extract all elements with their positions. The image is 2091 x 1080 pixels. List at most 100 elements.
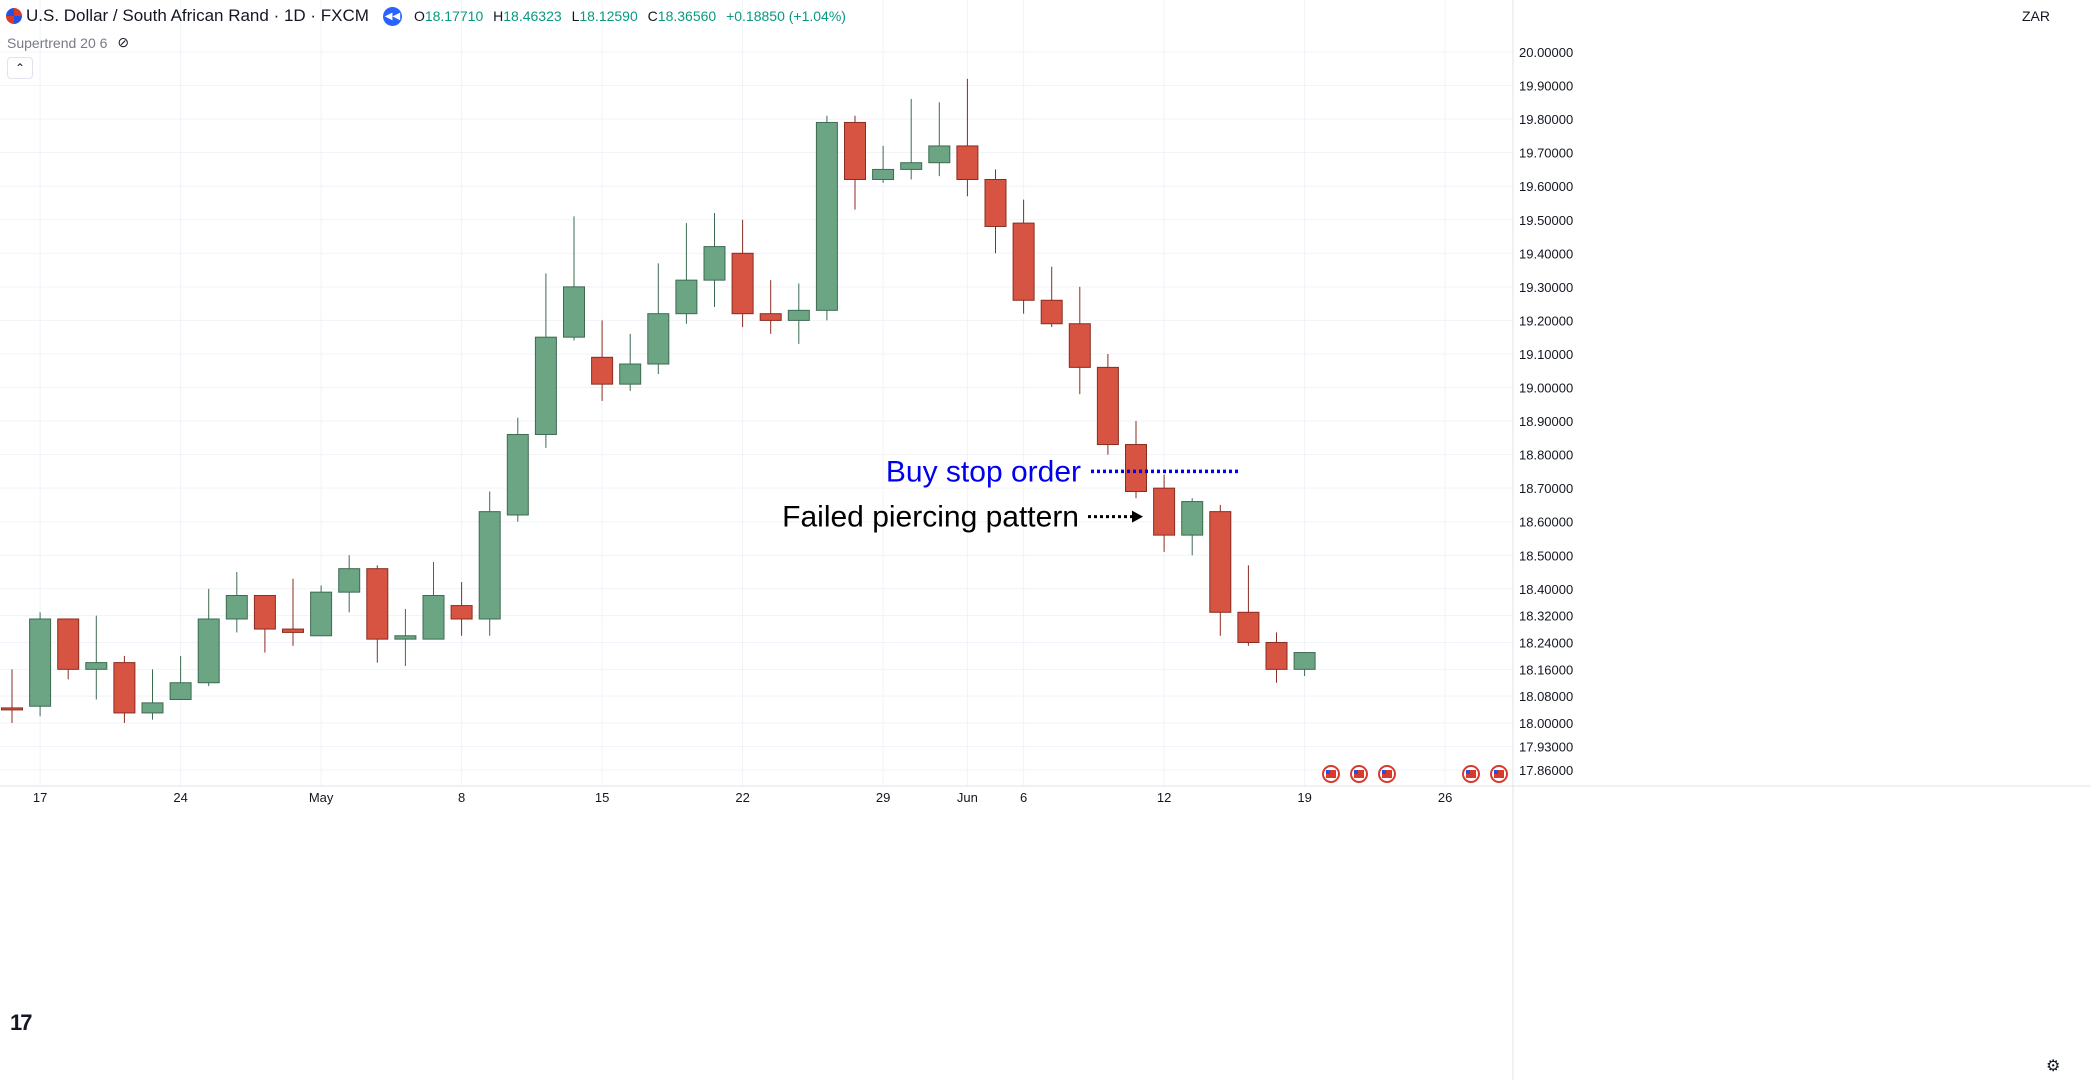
high-value: 18.46323	[503, 8, 562, 24]
candle[interactable]	[619, 333, 642, 391]
candle-body	[1153, 487, 1176, 536]
candle[interactable]	[844, 115, 866, 210]
candles	[1, 78, 1316, 723]
candle[interactable]	[29, 612, 52, 717]
candle[interactable]	[563, 216, 585, 341]
candle[interactable]	[113, 655, 136, 723]
ohlc-values: O18.17710 H18.46323 L18.12590 C18.36560 …	[413, 8, 846, 24]
us-flag-event-icon[interactable]	[1462, 765, 1480, 783]
candle[interactable]	[1265, 632, 1288, 683]
candle[interactable]	[787, 283, 810, 344]
candle[interactable]	[1, 669, 23, 723]
candle-body	[282, 628, 304, 633]
candle[interactable]	[703, 213, 726, 307]
candle[interactable]	[1181, 498, 1204, 556]
y-tick-label: 19.40000	[1519, 246, 1573, 261]
event-marker-flag	[1382, 770, 1392, 778]
arrow-head	[1132, 510, 1143, 523]
candle[interactable]	[394, 608, 417, 666]
candle[interactable]	[310, 585, 333, 637]
candle-body	[310, 591, 333, 637]
candle-body	[675, 279, 698, 315]
buy-stop-label: Buy stop order	[886, 455, 1081, 488]
candle[interactable]	[1040, 266, 1063, 328]
candle[interactable]	[478, 491, 501, 636]
candle[interactable]	[1012, 199, 1035, 314]
candle-body	[253, 595, 276, 630]
candle[interactable]	[675, 223, 698, 324]
x-tick-label: 17	[33, 790, 47, 805]
replay-icon[interactable]: ◀◀	[382, 6, 402, 26]
candle[interactable]	[1125, 421, 1147, 499]
candle-body	[506, 433, 529, 516]
candle[interactable]	[57, 618, 80, 680]
candle[interactable]	[1293, 652, 1316, 677]
y-tick-label: 18.32000	[1519, 609, 1573, 624]
candle-body	[815, 121, 838, 311]
candle[interactable]	[1209, 504, 1232, 636]
candle[interactable]	[928, 102, 951, 177]
candle[interactable]	[366, 565, 389, 663]
candle-body	[1096, 366, 1119, 446]
y-tick-label: 17.93000	[1519, 739, 1573, 754]
candle[interactable]	[169, 655, 192, 701]
candle[interactable]	[1237, 565, 1260, 646]
chart-header: U.S. Dollar / South African Rand · 1D · …	[6, 5, 852, 27]
candle[interactable]	[141, 669, 164, 720]
candle[interactable]	[900, 98, 923, 180]
globe-icon	[6, 8, 22, 24]
candle-body	[394, 635, 417, 640]
candle[interactable]	[759, 280, 782, 334]
candle[interactable]	[731, 219, 754, 328]
candle[interactable]	[197, 588, 220, 687]
indicator-legend[interactable]: Supertrend 20 6 ⊘	[7, 34, 129, 51]
us-flag-event-icon[interactable]	[1322, 765, 1340, 783]
candle[interactable]	[450, 582, 473, 636]
candle[interactable]	[1068, 286, 1091, 395]
close-value: 18.36560	[657, 8, 717, 24]
candle[interactable]	[338, 555, 361, 613]
y-tick-label: 19.80000	[1519, 112, 1573, 127]
us-flag-event-icon[interactable]	[1378, 765, 1396, 783]
candle-body	[478, 511, 501, 620]
candle-body	[872, 168, 895, 180]
candle[interactable]	[506, 417, 529, 522]
candle[interactable]	[1096, 353, 1119, 455]
low-value: 18.12590	[579, 8, 638, 24]
indicator-label: Supertrend 20 6	[7, 34, 108, 51]
candle[interactable]	[872, 145, 895, 183]
currency-label[interactable]: ZAR	[2022, 8, 2050, 24]
gear-icon[interactable]: ⚙	[2046, 1058, 2061, 1075]
us-flag-event-icon[interactable]	[1350, 765, 1368, 783]
candle[interactable]	[956, 78, 979, 197]
symbol-title[interactable]: U.S. Dollar / South African Rand · 1D · …	[26, 6, 369, 25]
candle[interactable]	[253, 595, 276, 653]
candle[interactable]	[282, 578, 304, 646]
candle-body	[141, 702, 164, 714]
candle[interactable]	[534, 273, 557, 448]
candle[interactable]	[984, 169, 1007, 254]
candle[interactable]	[815, 115, 838, 321]
candle-body	[1068, 323, 1091, 368]
x-tick-label: 24	[173, 790, 187, 805]
us-flag-event-icon[interactable]	[1490, 765, 1508, 783]
candle-body	[984, 178, 1007, 227]
candle-body	[1293, 652, 1316, 670]
eye-off-icon[interactable]: ⊘	[117, 34, 130, 50]
candle[interactable]	[85, 615, 108, 700]
candle-body	[85, 662, 108, 670]
candle[interactable]	[422, 561, 445, 640]
y-tick-label: 18.80000	[1519, 448, 1573, 463]
candle-body	[844, 121, 866, 180]
x-tick-label: 22	[735, 790, 749, 805]
candle[interactable]	[1153, 474, 1176, 552]
x-tick-label: 19	[1297, 790, 1311, 805]
event-marker-canton	[1354, 770, 1358, 774]
candle[interactable]	[225, 572, 248, 633]
candle[interactable]	[647, 263, 670, 375]
candle-body	[759, 313, 782, 321]
chevron-up-icon[interactable]: ⌃	[7, 57, 33, 79]
tradingview-logo[interactable]: 17	[10, 1010, 33, 1035]
candle[interactable]	[591, 320, 614, 401]
